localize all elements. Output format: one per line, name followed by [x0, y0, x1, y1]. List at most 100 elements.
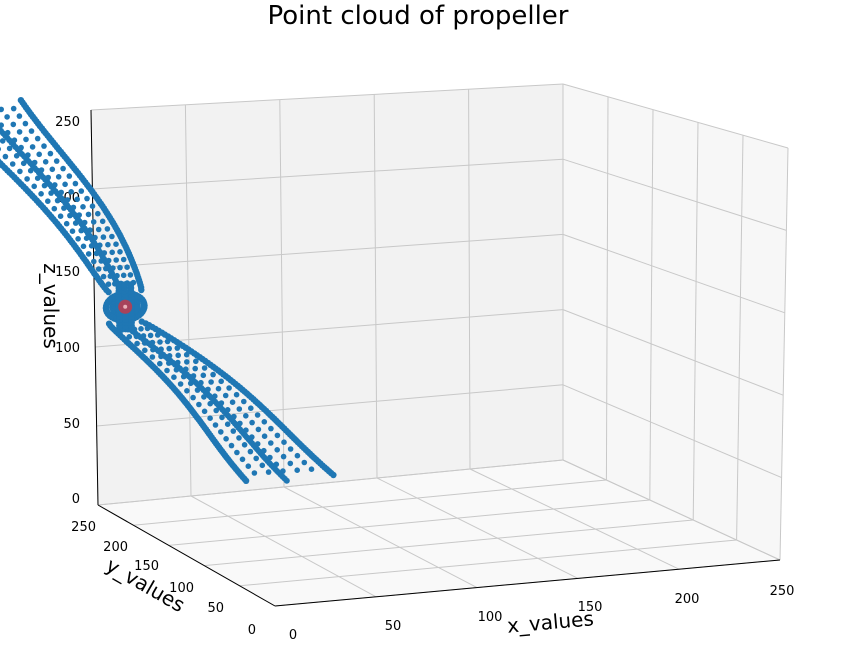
data-point — [113, 241, 119, 247]
data-point — [226, 385, 232, 391]
data-point — [91, 258, 97, 265]
data-point — [100, 273, 107, 280]
x-axis-line — [274, 559, 781, 607]
data-point — [52, 142, 59, 149]
z-tick-label: 150 — [55, 265, 80, 280]
data-point — [88, 243, 95, 249]
data-point — [183, 351, 190, 358]
data-point — [70, 204, 77, 211]
data-point — [131, 263, 137, 270]
data-point — [294, 452, 301, 459]
data-point — [68, 189, 74, 195]
x-axis-label: x_values — [506, 606, 595, 637]
data-point — [252, 397, 258, 404]
data-point — [92, 234, 98, 241]
data-point — [38, 191, 44, 197]
data-point — [192, 365, 198, 372]
data-point — [138, 326, 144, 332]
data-point — [212, 422, 219, 428]
data-point — [237, 471, 243, 477]
data-point — [40, 127, 47, 134]
data-point — [322, 465, 329, 472]
data-point — [261, 419, 268, 425]
data-point — [78, 227, 84, 234]
data-point — [62, 181, 68, 188]
data-point — [31, 183, 37, 190]
data-point — [125, 248, 131, 255]
grid-line — [204, 519, 694, 567]
data-point — [61, 205, 67, 211]
y-tick-label: 250 — [71, 520, 96, 535]
data-point — [162, 331, 168, 338]
data-point — [80, 243, 87, 250]
data-point — [45, 198, 51, 204]
data-point — [85, 211, 92, 218]
data-point — [133, 348, 140, 354]
data-point — [226, 457, 232, 464]
data-point — [28, 191, 34, 198]
data-point — [20, 160, 27, 167]
data-point — [211, 364, 217, 371]
data-point — [0, 122, 4, 128]
grid-line — [562, 158, 787, 231]
data-point — [31, 159, 38, 166]
data-point — [95, 266, 102, 272]
data-point — [80, 204, 86, 210]
data-point — [213, 407, 219, 414]
data-point — [173, 367, 180, 373]
data-point — [0, 106, 4, 113]
data-point — [78, 188, 85, 194]
data-point — [103, 265, 109, 272]
grid-line — [562, 233, 785, 314]
data-point — [47, 150, 54, 157]
data-point — [41, 182, 48, 189]
y-tick-label: 50 — [207, 601, 224, 616]
data-point — [134, 271, 140, 278]
data-point — [236, 406, 243, 412]
data-point — [241, 398, 247, 405]
data-point — [207, 415, 213, 422]
data-point — [175, 352, 181, 359]
z-tick-label: 250 — [55, 115, 80, 130]
data-point — [265, 469, 272, 475]
data-point — [280, 453, 287, 460]
data-point — [190, 394, 196, 401]
data-point — [34, 175, 41, 181]
data-point — [115, 281, 123, 289]
data-point — [0, 161, 5, 168]
data-point — [11, 137, 18, 143]
data-point — [53, 158, 60, 164]
data-point — [45, 174, 51, 181]
data-point — [113, 225, 119, 232]
data-point — [94, 195, 100, 201]
data-point — [113, 257, 119, 263]
data-point — [149, 354, 156, 360]
data-point — [60, 165, 66, 172]
data-point — [48, 214, 55, 220]
data-point — [84, 195, 90, 202]
data-point — [248, 405, 254, 412]
data-point — [48, 190, 54, 196]
data-point — [77, 172, 83, 179]
y-axis-line — [97, 504, 276, 607]
data-point — [255, 426, 262, 433]
data-point — [230, 428, 237, 434]
data-point — [119, 334, 125, 341]
data-point — [205, 386, 211, 393]
data-point — [87, 227, 93, 233]
hub-center-core — [123, 304, 128, 309]
data-point — [36, 151, 42, 158]
data-point — [127, 272, 134, 278]
data-point — [231, 413, 237, 420]
grid-line — [692, 122, 699, 521]
data-point — [148, 361, 154, 368]
data-point — [164, 338, 171, 345]
data-point — [220, 450, 227, 457]
data-point — [219, 414, 225, 421]
z-axis-ticks: 0 50 100 150 200 250 — [55, 115, 80, 507]
data-point — [273, 461, 280, 468]
data-point — [85, 251, 92, 257]
data-point — [90, 219, 97, 225]
data-point — [274, 447, 281, 453]
data-point — [9, 161, 16, 167]
